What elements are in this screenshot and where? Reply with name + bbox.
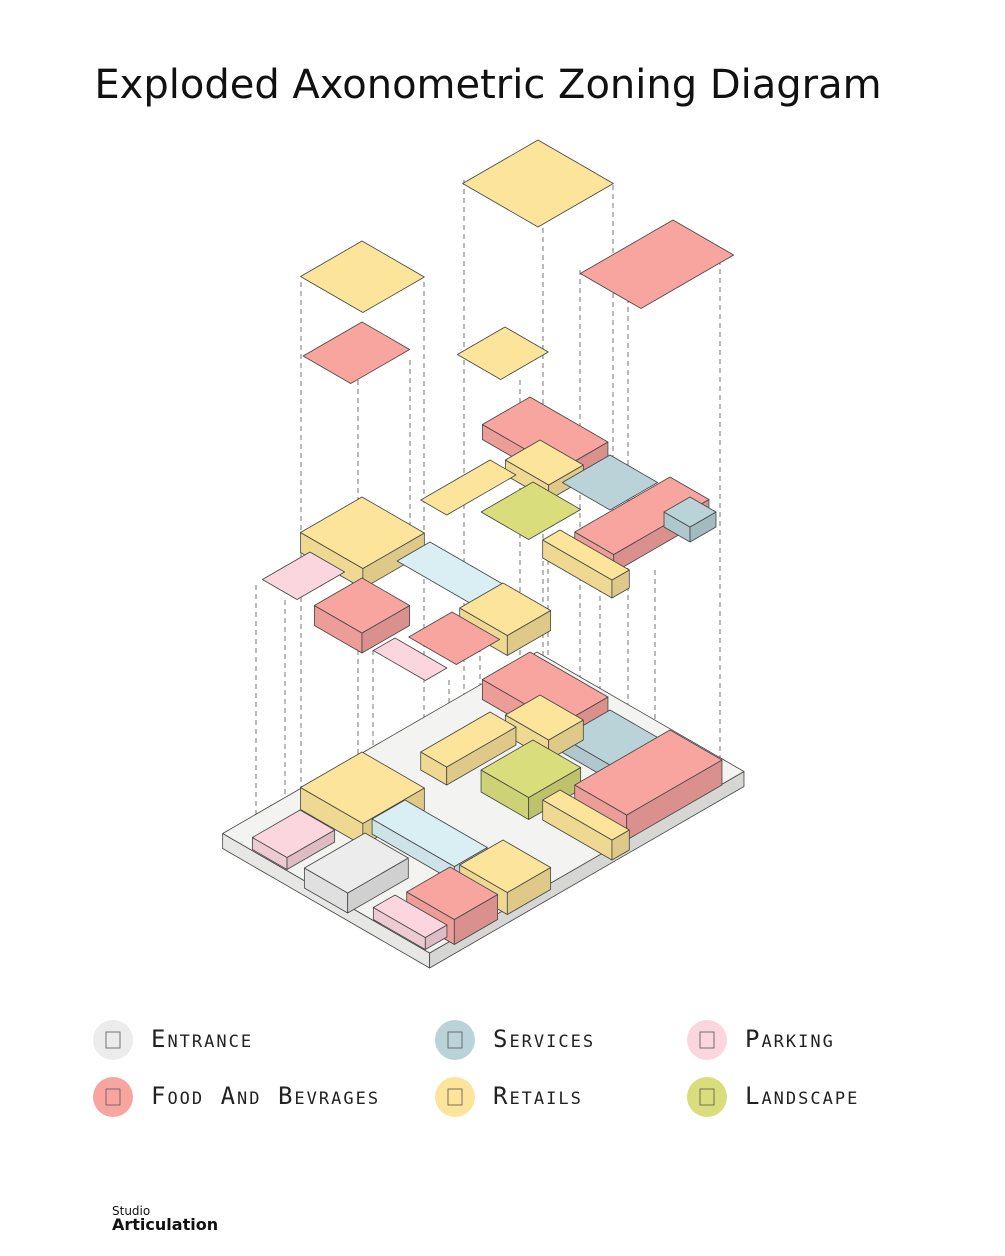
brand-text: Articulation <box>112 1215 218 1234</box>
legend-icon <box>687 1077 727 1117</box>
block-top <box>561 454 659 511</box>
block-top <box>303 832 409 894</box>
legend-label: Retails <box>493 1082 583 1110</box>
legend-glyph <box>699 1031 715 1049</box>
block-top <box>542 789 630 841</box>
legend-label: Entrance <box>151 1025 253 1053</box>
block-top <box>251 809 336 858</box>
block-top <box>574 476 710 555</box>
block-top <box>462 139 614 228</box>
block-top <box>480 481 582 540</box>
block-top <box>408 611 501 665</box>
legend-label: Landscape <box>745 1082 859 1110</box>
block-top <box>300 751 425 824</box>
block-top <box>574 729 723 816</box>
block-top <box>406 866 499 920</box>
legend-icon <box>435 1077 475 1117</box>
block-top <box>302 321 411 384</box>
legend-glyph <box>699 1088 715 1106</box>
legend-glyph <box>447 1031 463 1049</box>
legend-icon <box>93 1020 133 1060</box>
block-top <box>420 459 517 516</box>
block-top <box>480 739 582 798</box>
legend-glyph <box>105 1031 121 1049</box>
legend-icon <box>93 1077 133 1117</box>
block-top <box>372 637 448 681</box>
legend-glyph <box>105 1088 121 1106</box>
legend-label: Parking <box>745 1025 835 1053</box>
block-top <box>456 326 549 380</box>
block-top <box>420 711 517 768</box>
block-top <box>300 496 425 569</box>
legend: Entrance Services Parking Food And Bevrages… <box>93 1020 859 1117</box>
block-top <box>663 496 717 528</box>
studio-text: Studio <box>112 1204 150 1218</box>
block-top <box>459 839 552 893</box>
block-top <box>542 529 630 581</box>
block-top <box>261 551 346 600</box>
legend-label: Food And Bevrages <box>151 1082 380 1110</box>
legend-label: Services <box>493 1025 595 1053</box>
block-top <box>371 799 488 867</box>
block-top <box>372 894 448 938</box>
block-top <box>313 577 411 634</box>
legend-icon <box>435 1020 475 1060</box>
block-top <box>504 694 584 741</box>
title: Exploded Axonometric Zoning Diagram <box>94 62 881 108</box>
legend-glyph <box>447 1088 463 1106</box>
block-top <box>300 240 425 313</box>
zoning-blocks <box>222 139 745 969</box>
block-top <box>459 582 552 636</box>
block-top <box>579 219 735 309</box>
block-top <box>504 439 584 486</box>
legend-icon <box>687 1020 727 1060</box>
